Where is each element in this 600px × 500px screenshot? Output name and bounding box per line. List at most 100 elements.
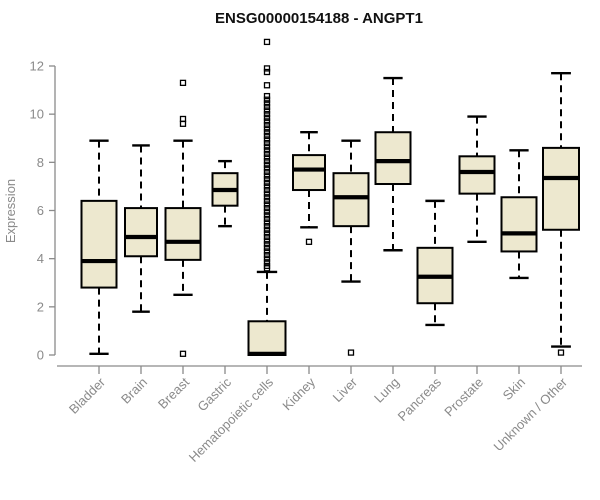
outlier-point: [263, 219, 271, 226]
x-axis-label: Lung: [371, 375, 402, 406]
x-axis-label: Skin: [500, 375, 528, 403]
outlier-point: [263, 114, 271, 121]
outlier-point: [263, 103, 271, 111]
outlier-point: [263, 212, 271, 219]
iqr-box: [164, 207, 202, 261]
outlier-point: [263, 265, 271, 272]
outlier-point: [263, 139, 271, 147]
boxplot-brain: [124, 144, 158, 313]
boxplot-pancreas: [416, 199, 454, 327]
outlier-point: [263, 251, 271, 259]
outlier-point: [263, 82, 271, 89]
outlier-point: [305, 238, 313, 245]
outlier-point: [263, 215, 271, 223]
outlier-point: [263, 150, 271, 158]
x-axis-label: Gastric: [194, 374, 234, 414]
iqr-box: [332, 172, 370, 228]
outlier-point: [263, 248, 271, 255]
outlier-point: [263, 96, 271, 103]
outlier-point: [263, 125, 271, 132]
outlier-point: [263, 190, 271, 197]
boxplot-unknown-other: [542, 72, 580, 356]
outlier-point: [263, 186, 271, 194]
outlier-point: [179, 79, 187, 87]
outlier-point: [263, 168, 271, 176]
outlier-point: [263, 136, 271, 143]
y-axis-tick-label: 4: [37, 251, 44, 266]
x-axis-label: Prostate: [441, 375, 486, 420]
x-axis-label: Kidney: [279, 374, 318, 413]
boxplot-breast: [164, 79, 202, 357]
outlier-point: [263, 194, 271, 201]
outlier-point: [263, 230, 271, 237]
outlier-point: [263, 118, 271, 125]
iqr-box: [292, 154, 326, 192]
outlier-point: [263, 161, 271, 168]
y-axis-tick-label: 2: [37, 299, 44, 314]
boxplot-skin: [500, 149, 538, 280]
boxplot-kidney: [292, 131, 326, 245]
boxplot-lung: [374, 76, 412, 252]
iqr-box: [124, 207, 158, 258]
iqr-box: [542, 146, 580, 231]
outlier-point: [263, 244, 271, 251]
x-axis-label: Bladder: [66, 374, 109, 417]
iqr-box: [80, 199, 118, 289]
boxplot-prostate: [458, 115, 496, 244]
iqr-box: [458, 155, 496, 195]
x-axis-label: Breast: [155, 374, 192, 411]
boxplot-hematopoietic-cells: [247, 38, 287, 356]
outlier-point: [263, 204, 271, 212]
x-axis-label: Unknown / Other: [491, 374, 571, 454]
y-axis-tick-label: 12: [30, 59, 44, 74]
x-axis-label: Brain: [118, 375, 150, 407]
outlier-point: [263, 241, 271, 248]
outlier-point: [263, 157, 271, 165]
y-axis-tick-label: 10: [30, 107, 44, 122]
outlier-point: [263, 226, 271, 233]
boxplot-gastric: [211, 159, 239, 228]
x-axis-label: Pancreas: [395, 374, 445, 424]
outlier-point: [263, 92, 271, 100]
outlier-point: [263, 176, 271, 183]
outlier-point: [263, 107, 271, 114]
outlier-point: [263, 237, 271, 244]
outlier-point: [263, 111, 271, 118]
y-axis-tick-label: 6: [37, 203, 44, 218]
outlier-point: [179, 350, 187, 357]
outlier-point: [263, 183, 271, 190]
outlier-point: [263, 179, 271, 186]
outlier-point: [263, 121, 271, 129]
y-axis-tick-label: 0: [37, 348, 44, 363]
outlier-point: [263, 129, 271, 136]
outlier-point: [263, 165, 271, 172]
chart-title: ENSG00000154188 - ANGPT1: [215, 10, 423, 27]
outlier-point: [263, 65, 271, 72]
outlier-point: [263, 38, 271, 46]
y-axis-tick-label: 8: [37, 155, 44, 170]
x-axis-label: Liver: [330, 374, 361, 405]
outlier-point: [263, 223, 271, 230]
outlier-point: [557, 349, 565, 356]
outlier-point: [263, 197, 271, 205]
outlier-point: [263, 68, 271, 76]
outlier-point: [263, 154, 271, 161]
boxplot-liver: [332, 139, 370, 356]
outlier-point: [263, 201, 271, 208]
outlier-point: [263, 172, 271, 179]
outlier-point: [263, 132, 271, 139]
outlier-point: [263, 143, 271, 150]
iqr-box: [500, 196, 538, 253]
iqr-box: [247, 320, 287, 356]
y-axis-title: Expression: [3, 179, 18, 243]
outlier-point: [179, 120, 187, 127]
outlier-point: [263, 100, 271, 107]
boxplot-bladder: [80, 139, 118, 355]
outlier-point: [263, 255, 271, 262]
boxplot-series: [80, 38, 580, 357]
outlier-point: [263, 233, 271, 241]
outlier-point: [263, 259, 271, 266]
outlier-point: [263, 208, 271, 215]
